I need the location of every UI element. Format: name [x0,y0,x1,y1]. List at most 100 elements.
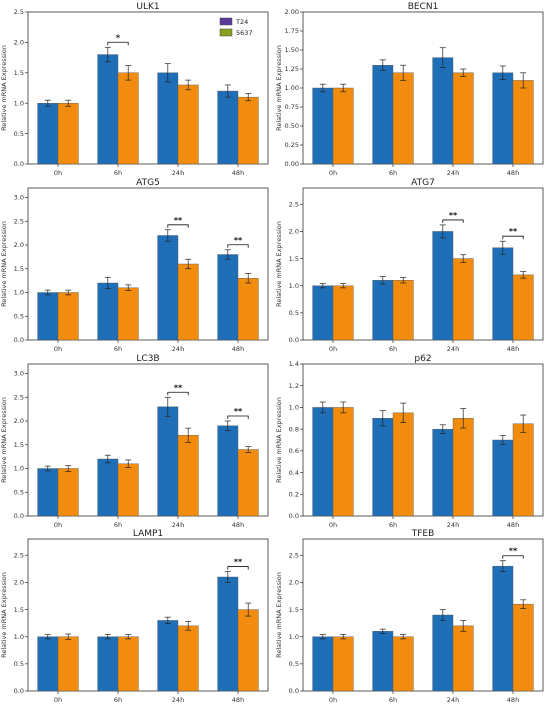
y-tick-label: 1.0 [14,465,24,473]
bar-5637-0h [332,407,354,517]
bar-5637-6h [117,72,139,165]
significance-bracket [227,566,249,570]
x-tick-label: 24h [172,696,184,704]
y-tick-label: 0.0 [14,687,24,695]
bar-5637-48h [512,80,534,165]
bar-5637-48h [512,423,534,517]
bar-t24-6h [97,54,119,165]
y-tick-label: 1.0 [289,633,299,641]
x-tick-label: 48h [507,696,519,704]
significance-bracket [107,41,129,46]
y-axis-label: Relative mRNA Expression [275,221,283,307]
panel-title: TFEB [411,529,435,539]
y-tick-label: 1.5 [14,606,24,614]
x-tick-label: 24h [172,169,184,177]
x-tick-label: 48h [507,521,519,529]
plot-frame [302,187,544,341]
x-tick-label: 24h [447,169,459,177]
x-tick-label: 6h [114,521,122,529]
bar-t24-0h [312,636,334,692]
legend: T24 5637 [219,17,253,37]
bar-t24-24h [432,57,454,165]
panel-title: ULK1 [136,2,159,12]
y-axis-label: Relative mRNA Expression [275,397,283,483]
bar-t24-6h [97,282,119,341]
panel-becn1: BECN1 0.00 0.25 0.50 0.75 1.00 1.25 1.50 1.75 2.0… [275,2,544,177]
y-tick-label: 2.0 [14,579,24,587]
y-tick-label: 1.00 [285,84,299,92]
bar-t24-24h [432,428,454,517]
legend-label: 5637 [236,29,253,37]
bar-5637-24h [452,418,474,517]
x-tick-label: 6h [389,345,397,353]
bar-t24-0h [312,407,334,517]
significance-label: ** [509,227,518,236]
y-tick-label: 0.6 [289,447,299,455]
bar-t24-48h [217,425,239,517]
y-tick-label: 0.75 [285,103,299,111]
bar-t24-0h [37,468,59,517]
bar-t24-6h [97,636,119,692]
y-tick-label: 1.2 [289,382,299,390]
x-tick-label: 0h [329,696,337,704]
y-tick-label: 0.5 [14,660,24,668]
legend-swatch [219,17,233,26]
significance-label: ** [234,558,243,567]
bar-t24-24h [157,72,179,165]
x-tick-label: 0h [54,521,62,529]
y-tick-label: 3.0 [14,370,24,378]
x-tick-label: 6h [389,521,397,529]
y-tick-label: 2.00 [285,8,299,16]
y-tick-label: 1.50 [285,46,299,54]
bar-t24-24h [157,235,179,341]
bar-t24-48h [492,439,514,517]
panel-title: LAMP1 [133,529,163,539]
plot-frame [27,363,269,517]
bar-t24-6h [372,631,394,692]
y-tick-label: 0.4 [289,469,299,477]
y-axis-label: Relative mRNA Expression [0,221,8,307]
panel-atg7: ATG7 0.0 0.5 1.0 1.5 2.0 2.5 Relative mRNA Expr… [275,178,544,353]
significance-bracket [227,415,249,419]
bar-t24-48h [492,72,514,165]
bar-t24-0h [37,102,59,165]
y-tick-label: 1.4 [289,360,299,368]
legend-label: T24 [235,18,248,26]
y-tick-label: 2.5 [289,551,299,559]
bar-5637-0h [57,102,79,165]
x-tick-label: 48h [507,169,519,177]
y-tick-label: 0.5 [14,312,24,320]
y-tick-label: 0.5 [14,130,24,138]
y-tick-label: 0.5 [289,309,299,317]
y-tick-label: 0.25 [285,141,299,149]
bar-t24-48h [217,90,239,165]
x-tick-label: 24h [447,345,459,353]
bar-5637-48h [237,96,259,165]
panel-atg5: ATG5 0.0 0.5 1.0 1.5 2.0 2.5 3.0 Relative mRNA E… [0,178,269,353]
bar-5637-6h [117,636,139,692]
bar-5637-48h [237,609,259,692]
bar-5637-6h [392,636,414,692]
y-tick-label: 2.0 [14,241,24,249]
y-tick-label: 2.0 [14,417,24,425]
significance-label: ** [449,211,458,220]
x-tick-label: 48h [507,345,519,353]
plot-frame [27,187,269,341]
bar-t24-6h [97,458,119,517]
bar-t24-48h [217,254,239,341]
x-tick-label: 24h [447,521,459,529]
x-tick-label: 24h [172,521,184,529]
y-tick-label: 2.5 [289,200,299,208]
panel-tfeb: TFEB 0.0 0.5 1.0 1.5 2.0 2.5 Relative mRNA Expr… [275,529,544,704]
significance-bracket [502,235,524,240]
significance-bracket [227,244,249,248]
x-tick-label: 0h [329,521,337,529]
bar-t24-48h [492,565,514,692]
bar-t24-48h [217,576,239,692]
bar-t24-0h [37,292,59,341]
x-tick-label: 48h [232,521,244,529]
y-tick-label: 0.0 [289,687,299,695]
x-tick-label: 6h [389,169,397,177]
